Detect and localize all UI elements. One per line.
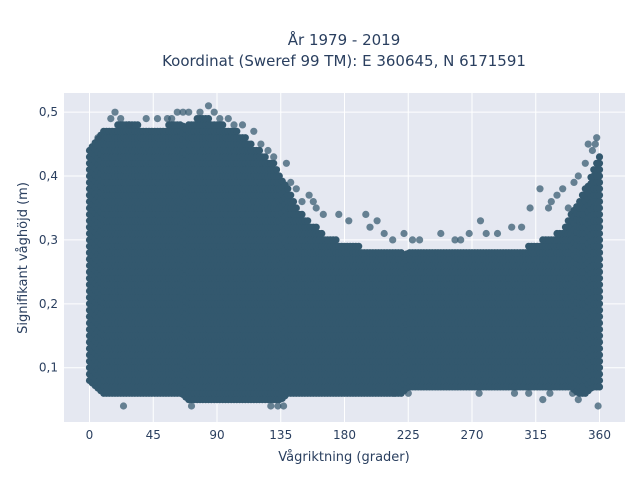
data-point xyxy=(318,229,326,238)
data-point xyxy=(304,217,312,225)
data-point xyxy=(134,121,142,129)
data-point xyxy=(241,134,249,142)
data-point xyxy=(270,159,278,167)
data-point xyxy=(233,127,241,135)
data-point xyxy=(355,242,363,250)
data-point xyxy=(284,185,292,193)
data-point xyxy=(261,153,269,161)
data-points xyxy=(85,102,604,410)
data-point xyxy=(287,191,295,199)
data-point xyxy=(292,204,300,212)
data-point xyxy=(272,166,281,174)
data-point xyxy=(204,115,213,123)
data-point xyxy=(219,121,227,129)
data-point xyxy=(312,223,320,231)
data-point xyxy=(289,198,298,206)
data-point xyxy=(298,210,306,218)
data-point xyxy=(332,236,340,244)
data-point xyxy=(247,140,255,148)
data-point xyxy=(255,146,264,155)
